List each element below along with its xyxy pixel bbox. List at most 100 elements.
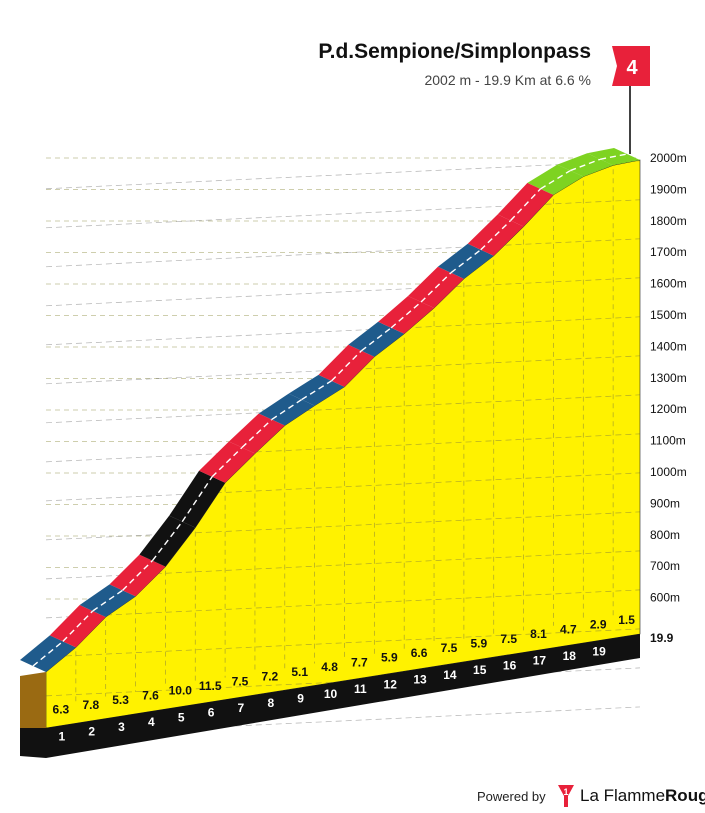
- segment-gradient-label: 1.5: [618, 613, 635, 627]
- km-marker-label: 18: [563, 649, 577, 663]
- segment-gradient-label: 5.3: [112, 693, 129, 707]
- gradient-ribbon-segment: [258, 393, 315, 426]
- area-grid-line: [45, 394, 641, 424]
- segment-gradient-label: 5.9: [381, 651, 398, 665]
- km-marker-label: 11: [354, 682, 367, 696]
- segment-gradient-label: 7.5: [441, 641, 458, 655]
- altitude-tick-label: 1500m: [650, 308, 687, 322]
- altitude-tick-label: 800m: [650, 528, 680, 542]
- gradient-ribbon-segment: [20, 635, 76, 672]
- gradient-ribbon-segment: [527, 164, 584, 195]
- profile-area: [45, 159, 641, 729]
- profile-side: [20, 672, 46, 728]
- ribbon-centerline: [330, 350, 362, 382]
- altitude-tick-label: 1000m: [650, 465, 687, 479]
- ribbon-centerline: [510, 188, 541, 221]
- altitude-tick-label: 2000m: [650, 151, 687, 165]
- gradient-ribbon-segment: [169, 470, 226, 528]
- segment-gradient-label: 8.1: [530, 627, 547, 641]
- km-marker-label: 13: [413, 673, 427, 687]
- segment-gradient-label: 10.0: [169, 684, 193, 698]
- segment-gradient-label: 7.6: [142, 689, 159, 703]
- segment-gradient-label: 5.1: [291, 665, 308, 679]
- km-marker-label: 1: [58, 729, 65, 743]
- ribbon-centerline: [360, 327, 392, 352]
- ribbon-centerline: [600, 153, 628, 160]
- altitude-tick-label: 1600m: [650, 277, 687, 291]
- area-grid-line: [45, 355, 641, 385]
- km-marker-label: 2: [88, 725, 95, 739]
- ribbon-centerline: [92, 589, 123, 612]
- ribbon-centerline: [301, 380, 332, 401]
- gradient-ribbon-segment: [378, 296, 435, 334]
- area-grid-line: [45, 472, 641, 502]
- brand-suffix: Rouge: [665, 786, 705, 805]
- climb-title: P.d.Sempione/Simplonpass: [318, 40, 591, 63]
- km-marker-label: 8: [267, 696, 274, 710]
- end-distance-label: 19.9: [650, 631, 674, 645]
- altitude-tick-label: 1200m: [650, 402, 687, 416]
- segment-gradient-label: 7.5: [500, 632, 517, 646]
- area-grid-line: [45, 589, 641, 619]
- area-grid-line: [45, 433, 641, 463]
- area-grid-line: [45, 160, 641, 190]
- segment-gradient-label: 7.2: [262, 670, 279, 684]
- ribbon-centerline: [420, 272, 452, 303]
- segment-gradient-label: 6.6: [411, 646, 428, 660]
- ribbon-centerline: [480, 220, 512, 251]
- altitude-tick-label: 1300m: [650, 371, 687, 385]
- segment-gradient-label: 6.3: [53, 703, 70, 717]
- km-marker-label: 12: [384, 677, 398, 691]
- gradient-ribbon-segment: [79, 584, 136, 617]
- powered-by-label: Powered by: [477, 789, 546, 804]
- summit-flag: [612, 46, 650, 86]
- segment-gradient-label: 7.8: [82, 698, 99, 712]
- km-marker-label: 10: [324, 687, 338, 701]
- segment-gradient-label: 4.8: [321, 660, 338, 674]
- altitude-tick-label: 1700m: [650, 245, 687, 259]
- gradient-ribbon-segment: [348, 321, 405, 357]
- gradient-ribbon-segment: [437, 243, 494, 279]
- area-grid-line: [45, 706, 641, 736]
- ribbon-centerline: [32, 640, 64, 667]
- area-grid-line: [45, 316, 641, 346]
- profile-base: [20, 634, 640, 758]
- area-grid-line: [45, 511, 641, 541]
- brand-prefix: La Flamme: [580, 786, 666, 805]
- altitude-tick-label: 1100m: [650, 434, 686, 448]
- km-marker-label: 15: [473, 663, 487, 677]
- area-grid-line: [45, 238, 641, 268]
- area-grid-line: [45, 628, 641, 658]
- area-grid-line: [45, 277, 641, 307]
- la-flamme-rouge-logo-icon: 1: [558, 785, 574, 807]
- km-marker-label: 4: [148, 715, 155, 729]
- segment-gradient-label: 7.5: [232, 674, 249, 688]
- ribbon-centerline: [570, 158, 601, 172]
- ribbon-centerline: [151, 521, 183, 562]
- altitude-tick-label: 600m: [650, 591, 680, 605]
- ribbon-centerline: [211, 447, 243, 478]
- km-marker-label: 5: [178, 710, 185, 724]
- area-grid-line: [45, 550, 641, 580]
- km-marker-label: 7: [238, 701, 245, 715]
- ribbon-centerline: [271, 398, 303, 421]
- km-marker-label: 17: [533, 654, 547, 668]
- km-marker-label: 6: [208, 706, 215, 720]
- ribbon-centerline: [540, 169, 571, 190]
- km-marker-label: 14: [443, 668, 457, 682]
- altitude-tick-label: 1400m: [650, 339, 687, 353]
- ribbon-centerline: [181, 476, 213, 523]
- ribbon-centerline: [390, 301, 422, 329]
- segment-gradient-label: 11.5: [199, 679, 222, 693]
- brand-name: La FlammeRouge: [580, 786, 705, 806]
- segment-gradient-label: 4.7: [560, 622, 577, 636]
- ribbon-centerline: [122, 560, 153, 591]
- segment-gradient-label: 7.7: [351, 655, 368, 669]
- altitude-tick-label: 700m: [650, 559, 680, 573]
- km-marker-label: 16: [503, 658, 517, 672]
- segment-gradient-label: 5.9: [470, 637, 487, 651]
- altitude-tick-label: 1800m: [650, 214, 687, 228]
- altitude-tick-label: 900m: [650, 496, 680, 510]
- segment-gradient-label: 2.9: [590, 618, 607, 632]
